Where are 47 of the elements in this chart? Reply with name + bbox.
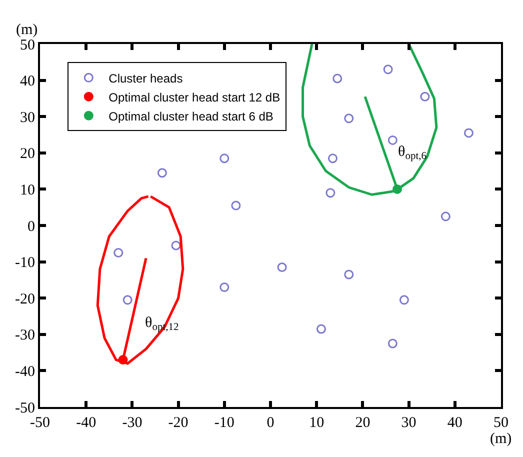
point (114, 248, 124, 258)
x-axis-title: (m) (490, 431, 512, 447)
point (344, 114, 354, 124)
x-tick-label: -20 (168, 415, 188, 431)
point (440, 212, 450, 222)
x-tick-label: -50 (30, 415, 50, 431)
point (328, 154, 338, 164)
x-tick-label: -30 (122, 415, 142, 431)
point (399, 295, 409, 305)
y-tick-label: -30 (15, 328, 35, 344)
y-tick-label: -20 (15, 291, 35, 308)
x-tick-label: 50 (494, 415, 508, 431)
point (220, 282, 230, 292)
point (171, 240, 181, 250)
annotation: θ$_{opt,6}$ (398, 144, 426, 162)
point (344, 270, 354, 280)
y-tick-label: -40 (15, 364, 35, 380)
point (231, 200, 241, 210)
x-tick-label: 20 (355, 415, 370, 431)
y-tick-label: 50 (20, 37, 35, 54)
y-tick-label: -50 (15, 400, 35, 416)
point (383, 64, 393, 74)
x-tick-label: 40 (447, 415, 462, 431)
y-tick-label: 40 (20, 74, 35, 90)
y-tick-label: -10 (15, 255, 35, 272)
point (220, 154, 230, 164)
y-tick-label: 30 (20, 110, 35, 126)
x-tick-label: -10 (214, 415, 234, 431)
y-tick-label: 10 (20, 182, 35, 198)
point (464, 128, 474, 138)
point (332, 74, 342, 84)
x-tick-label: 10 (309, 415, 324, 431)
point (326, 188, 336, 198)
y-tick-label: 0 (28, 218, 35, 235)
x-tick-label: 0 (266, 415, 274, 431)
point (388, 338, 398, 348)
x-tick-label: -40 (76, 415, 96, 431)
legend-label: Optimal cluster head start 12 dB (108, 90, 280, 104)
legend-label: Cluster heads (108, 71, 183, 86)
point (157, 168, 167, 178)
point (316, 324, 326, 334)
legend-label: Optimal cluster head start 6 dB (108, 109, 274, 124)
x-tick-label: 30 (401, 415, 416, 431)
y-axis-title: (m) (16, 22, 38, 38)
point (420, 92, 430, 102)
point (277, 262, 287, 272)
y-tick-label: 20 (20, 146, 35, 162)
